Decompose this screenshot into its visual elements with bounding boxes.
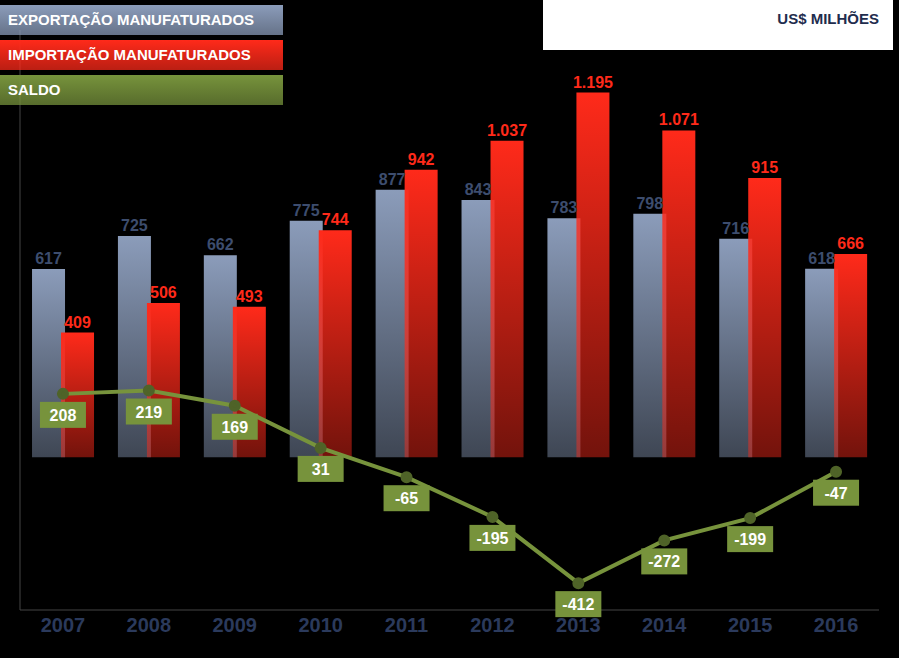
svg-text:877: 877 [379, 171, 406, 188]
svg-text:493: 493 [236, 288, 263, 305]
svg-text:-272: -272 [648, 553, 680, 570]
svg-text:1.195: 1.195 [573, 74, 613, 91]
svg-text:725: 725 [121, 217, 148, 234]
svg-text:208: 208 [50, 407, 77, 424]
svg-text:169: 169 [221, 419, 248, 436]
svg-text:2009: 2009 [213, 614, 258, 636]
svg-text:2012: 2012 [470, 614, 515, 636]
svg-text:2015: 2015 [728, 614, 773, 636]
svg-text:2010: 2010 [298, 614, 343, 636]
svg-text:617: 617 [35, 250, 62, 267]
svg-text:2016: 2016 [814, 614, 859, 636]
svg-text:2014: 2014 [642, 614, 687, 636]
svg-text:942: 942 [408, 151, 435, 168]
svg-text:2007: 2007 [41, 614, 86, 636]
svg-text:843: 843 [465, 181, 492, 198]
svg-text:775: 775 [293, 202, 320, 219]
svg-text:-47: -47 [824, 485, 847, 502]
svg-text:618: 618 [808, 250, 835, 267]
svg-text:2011: 2011 [385, 614, 428, 636]
svg-text:506: 506 [150, 284, 177, 301]
html-text:SALDO: SALDO [8, 81, 61, 98]
svg-text:31: 31 [312, 461, 330, 478]
svg-text:1.071: 1.071 [659, 111, 699, 128]
svg-text:-199: -199 [734, 531, 766, 548]
svg-text:662: 662 [207, 236, 234, 253]
svg-text:1.037: 1.037 [487, 122, 527, 139]
svg-text:744: 744 [322, 211, 349, 228]
html-text:US$ MILHÕES: US$ MILHÕES [777, 10, 879, 27]
svg-text:666: 666 [837, 235, 864, 252]
svg-text:-65: -65 [395, 490, 418, 507]
svg-text:716: 716 [722, 220, 749, 237]
svg-text:915: 915 [751, 159, 778, 176]
svg-text:2013: 2013 [556, 614, 601, 636]
svg-text:2008: 2008 [127, 614, 172, 636]
html-text:EXPORTAÇÃO MANUFATURADOS: EXPORTAÇÃO MANUFATURADOS [8, 11, 255, 28]
svg-text:-412: -412 [562, 596, 594, 613]
svg-text:783: 783 [551, 199, 578, 216]
svg-text:798: 798 [636, 195, 663, 212]
html-text:IMPORTAÇÃO MANUFATURADOS: IMPORTAÇÃO MANUFATURADOS [8, 46, 251, 63]
svg-text:-195: -195 [476, 530, 508, 547]
svg-text:409: 409 [64, 314, 91, 331]
svg-text:219: 219 [135, 404, 162, 421]
